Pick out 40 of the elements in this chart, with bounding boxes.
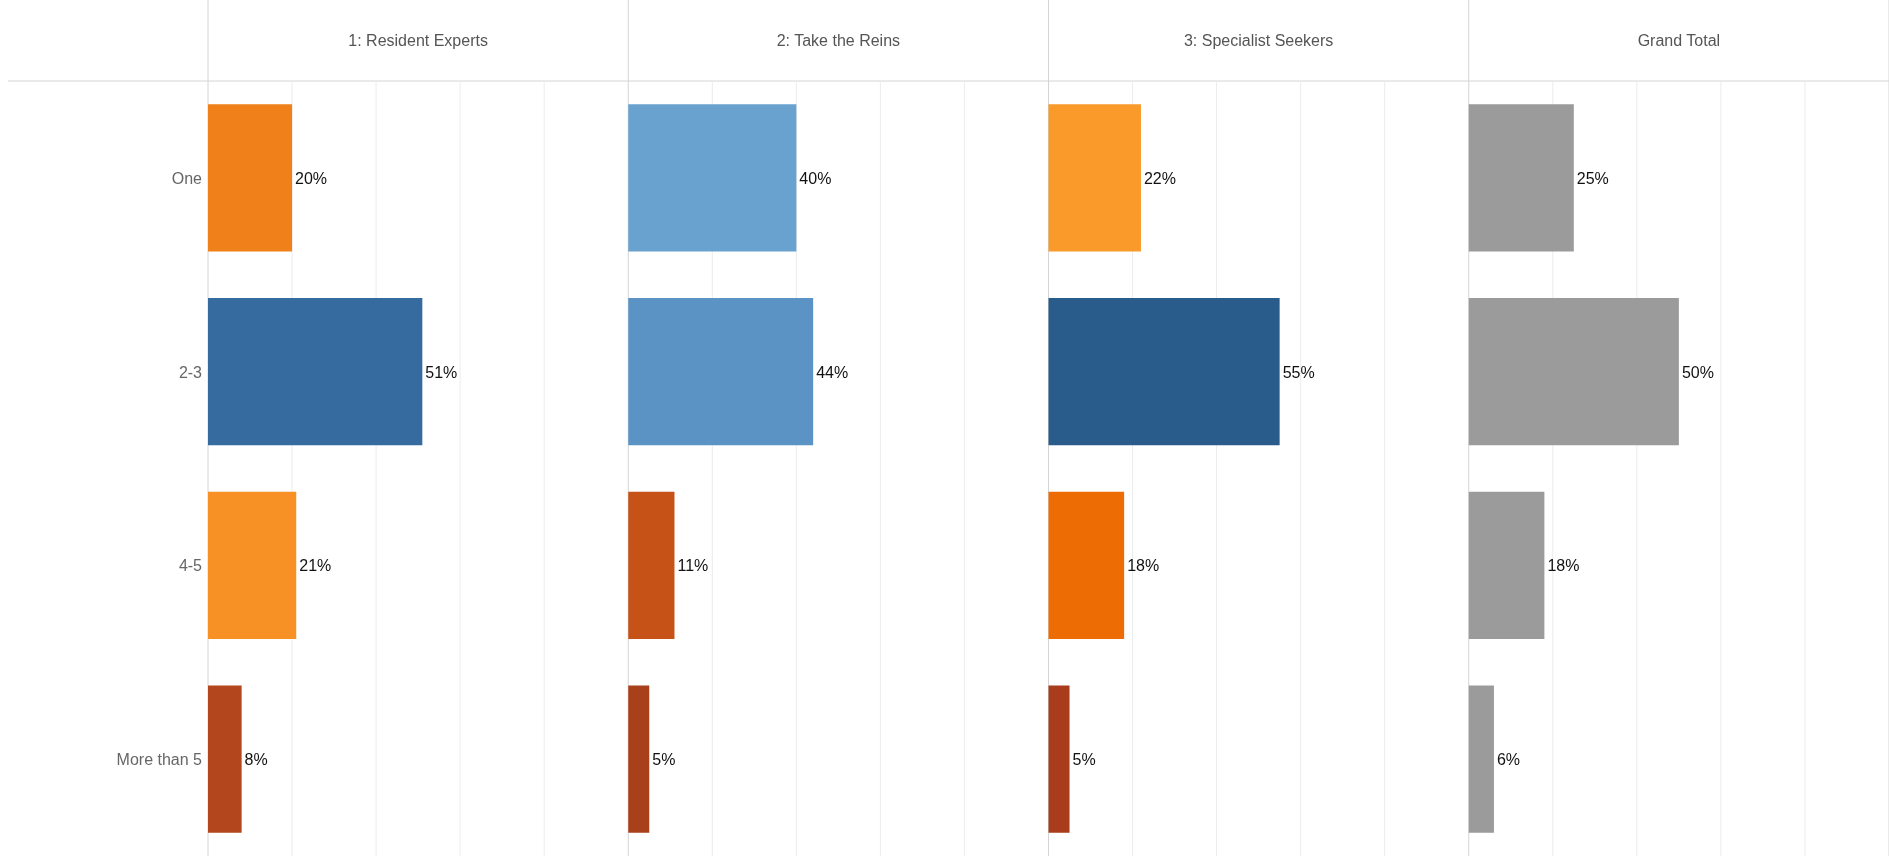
data-label: 44% [816,363,849,381]
chart-title: 2: Take the Reins [776,31,901,49]
bar [208,491,297,639]
data-label: 8% [244,751,268,769]
y-tick-label: 4-5 [178,557,203,575]
data-label: 22% [1143,169,1176,187]
data-label: 21% [299,557,332,575]
bar [1468,298,1679,446]
bar [1468,491,1545,639]
data-label: 18% [1127,557,1160,575]
y-tick-label: More than 5 [116,751,203,769]
bar [1468,685,1494,833]
bar [208,298,423,446]
data-label: 40% [799,169,832,187]
bar [208,685,242,833]
data-label: 55% [1282,363,1315,381]
bar [1048,685,1070,833]
bar [1048,298,1280,446]
chart-title: Grand Total [1637,31,1721,49]
data-label: 50% [1681,363,1714,381]
bar [628,104,797,252]
chart-title: 3: Specialist Seekers [1183,31,1334,49]
bar [208,104,293,252]
chart-title: 1: Resident Experts [348,31,488,49]
data-label: 51% [425,363,458,381]
data-label: 25% [1576,169,1609,187]
data-label: 18% [1547,557,1580,575]
y-tick-label: 2-3 [178,363,203,381]
data-label: 11% [677,557,709,575]
data-label: 6% [1496,751,1521,769]
bar [628,685,650,833]
data-label: 5% [652,751,676,769]
data-label: 5% [1072,751,1096,769]
bar [1468,104,1574,252]
bar [628,491,675,639]
bar [628,298,814,446]
y-tick-label: One [171,169,203,187]
bar [1048,104,1141,252]
bar [1048,491,1125,639]
data-label: 20% [295,169,328,187]
